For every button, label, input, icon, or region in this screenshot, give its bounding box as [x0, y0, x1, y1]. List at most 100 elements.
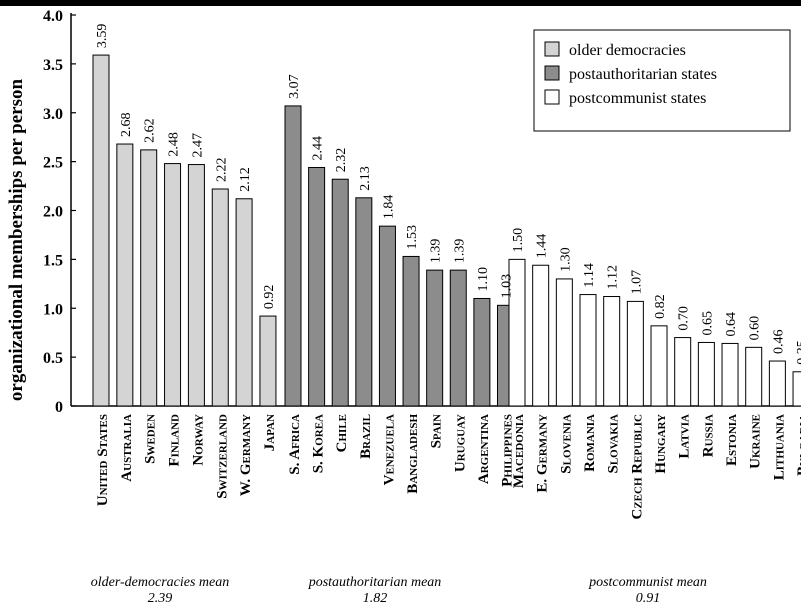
bar-w-germany	[235, 198, 253, 407]
bar-venezuela	[378, 225, 396, 407]
x-tick-labels: United States Australia Sweden Finland Norwa…	[95, 414, 801, 520]
x-label-united-states: United States	[95, 414, 111, 506]
x-label-estonia: Estonia	[724, 414, 740, 466]
value-label-hungary: 0.82	[653, 294, 668, 319]
mean-older-democracies-value: 2.39	[147, 591, 173, 606]
value-label-ukraine: 0.60	[748, 316, 763, 341]
x-label-spain: Spain	[429, 414, 445, 448]
x-label-japan: Japan	[262, 414, 278, 451]
mean-postauthoritarian-label: postauthoritarian mean	[308, 575, 442, 590]
bar-bulgaria	[792, 371, 801, 407]
x-label-hungary: Hungary	[653, 414, 669, 474]
x-label-brazil: Brazil	[358, 414, 374, 459]
mean-older-democracies: older-democracies mean 2.39	[60, 575, 260, 607]
x-label-philippines: Philippines	[499, 414, 515, 487]
value-labels: 3.59 2.68 2.62 2.48 2.47 2.22 2.12 0.92 3.07 2.44…	[95, 24, 801, 365]
bar-uruguay	[449, 269, 467, 407]
x-label-russia: Russia	[700, 414, 716, 457]
bar-s-africa	[284, 105, 302, 407]
bar-sweden	[140, 149, 158, 407]
bar-brazil	[355, 197, 373, 407]
value-label-romania: 1.14	[582, 263, 597, 288]
legend-label-postauthoritarian-states: postauthoritarian states	[569, 66, 717, 83]
bar-norway	[187, 164, 205, 407]
x-label-slovenia: Slovenia	[558, 414, 574, 474]
bar-czech-republic	[626, 300, 644, 407]
value-label-finland: 2.48	[167, 132, 182, 157]
value-label-japan: 0.92	[262, 285, 277, 310]
bar-ukraine	[745, 346, 763, 407]
mean-postauthoritarian: postauthoritarian mean 1.82	[275, 575, 475, 607]
x-label-romania: Romania	[582, 414, 598, 472]
bar-e-germany	[532, 264, 550, 407]
x-label-s-korea: S. Korea	[311, 414, 327, 473]
legend: older democracies postauthoritarian state…	[533, 29, 791, 132]
top-border-bar	[0, 0, 801, 6]
value-label-slovenia: 1.30	[558, 247, 573, 272]
x-label-sweden: Sweden	[143, 414, 159, 464]
bar-slovenia	[555, 278, 573, 407]
value-label-e-germany: 1.44	[535, 234, 550, 259]
y-tick-label: 0	[55, 399, 63, 416]
value-label-macedonia: 1.50	[511, 228, 526, 253]
value-label-spain: 1.39	[429, 239, 444, 264]
x-label-venezuela: Venezuela	[381, 414, 397, 485]
x-label-australia: Australia	[119, 414, 135, 482]
legend-label-older-democracies: older democracies	[569, 42, 686, 59]
value-label-s-africa: 3.07	[287, 74, 302, 99]
bar-chile	[331, 178, 349, 407]
value-label-chile: 2.32	[334, 148, 349, 173]
bar-latvia	[674, 337, 692, 407]
x-label-bangladesh: Bangladesh	[405, 414, 421, 494]
value-label-estonia: 0.64	[724, 312, 739, 337]
legend-swatch-postauthoritarian-states	[544, 65, 560, 81]
mean-postcommunist: postcommunist mean 0.91	[548, 575, 748, 607]
bar-japan	[259, 315, 277, 407]
value-label-philippines: 1.03	[499, 274, 514, 299]
value-label-venezuela: 1.84	[381, 195, 396, 220]
legend-swatch-postcommunist-states	[544, 89, 560, 105]
x-label-uruguay: Uruguay	[452, 414, 468, 472]
bar-russia	[697, 341, 715, 407]
value-label-russia: 0.65	[700, 311, 715, 336]
value-label-brazil: 2.13	[358, 166, 373, 191]
x-label-e-germany: E. Germany	[535, 414, 551, 493]
mean-older-democracies-label: older-democracies mean	[90, 575, 230, 590]
value-label-australia: 2.68	[119, 113, 134, 138]
value-label-uruguay: 1.39	[452, 239, 467, 264]
bar-estonia	[721, 342, 739, 407]
value-label-bulgaria: 0.35	[795, 340, 801, 365]
y-tick-label: 2.0	[43, 204, 63, 221]
x-label-ukraine: Ukraine	[748, 414, 764, 469]
bar-slovakia	[603, 296, 621, 407]
bar-united-states	[92, 54, 110, 407]
y-tick-label: 3.5	[43, 57, 63, 74]
y-tick-label: 4.0	[43, 8, 63, 25]
x-label-s-africa: S. Africa	[287, 414, 303, 475]
x-label-switzerland: Switzerland	[214, 414, 230, 499]
x-label-macedonia: Macedonia	[511, 414, 527, 488]
value-label-czech-republic: 1.07	[629, 270, 644, 295]
y-axis-label: organizational memberships per person	[6, 79, 27, 402]
x-label-bulgaria: Bulgaria	[795, 414, 801, 476]
bar-switzerland	[211, 188, 229, 407]
bar-macedonia	[508, 258, 526, 407]
value-label-norway: 2.47	[190, 133, 205, 158]
bar-lithuania	[768, 360, 786, 407]
bar-spain	[426, 269, 444, 407]
bar-finland	[164, 163, 182, 407]
legend-label-postcommunist-states: postcommunist states	[569, 90, 706, 107]
x-label-finland: Finland	[167, 414, 183, 467]
x-label-slovakia: Slovakia	[606, 414, 622, 474]
bar-romania	[579, 294, 597, 407]
legend-box	[533, 29, 791, 132]
x-label-norway: Norway	[190, 414, 206, 466]
bar-hungary	[650, 325, 668, 407]
x-label-argentina: Argentina	[476, 414, 492, 484]
mean-postcommunist-label: postcommunist mean	[589, 575, 707, 590]
x-label-latvia: Latvia	[677, 414, 693, 459]
y-tick-label: 1.5	[43, 252, 63, 269]
value-label-bangladesh: 1.53	[405, 225, 420, 250]
y-tick-label: 1.0	[43, 301, 63, 318]
